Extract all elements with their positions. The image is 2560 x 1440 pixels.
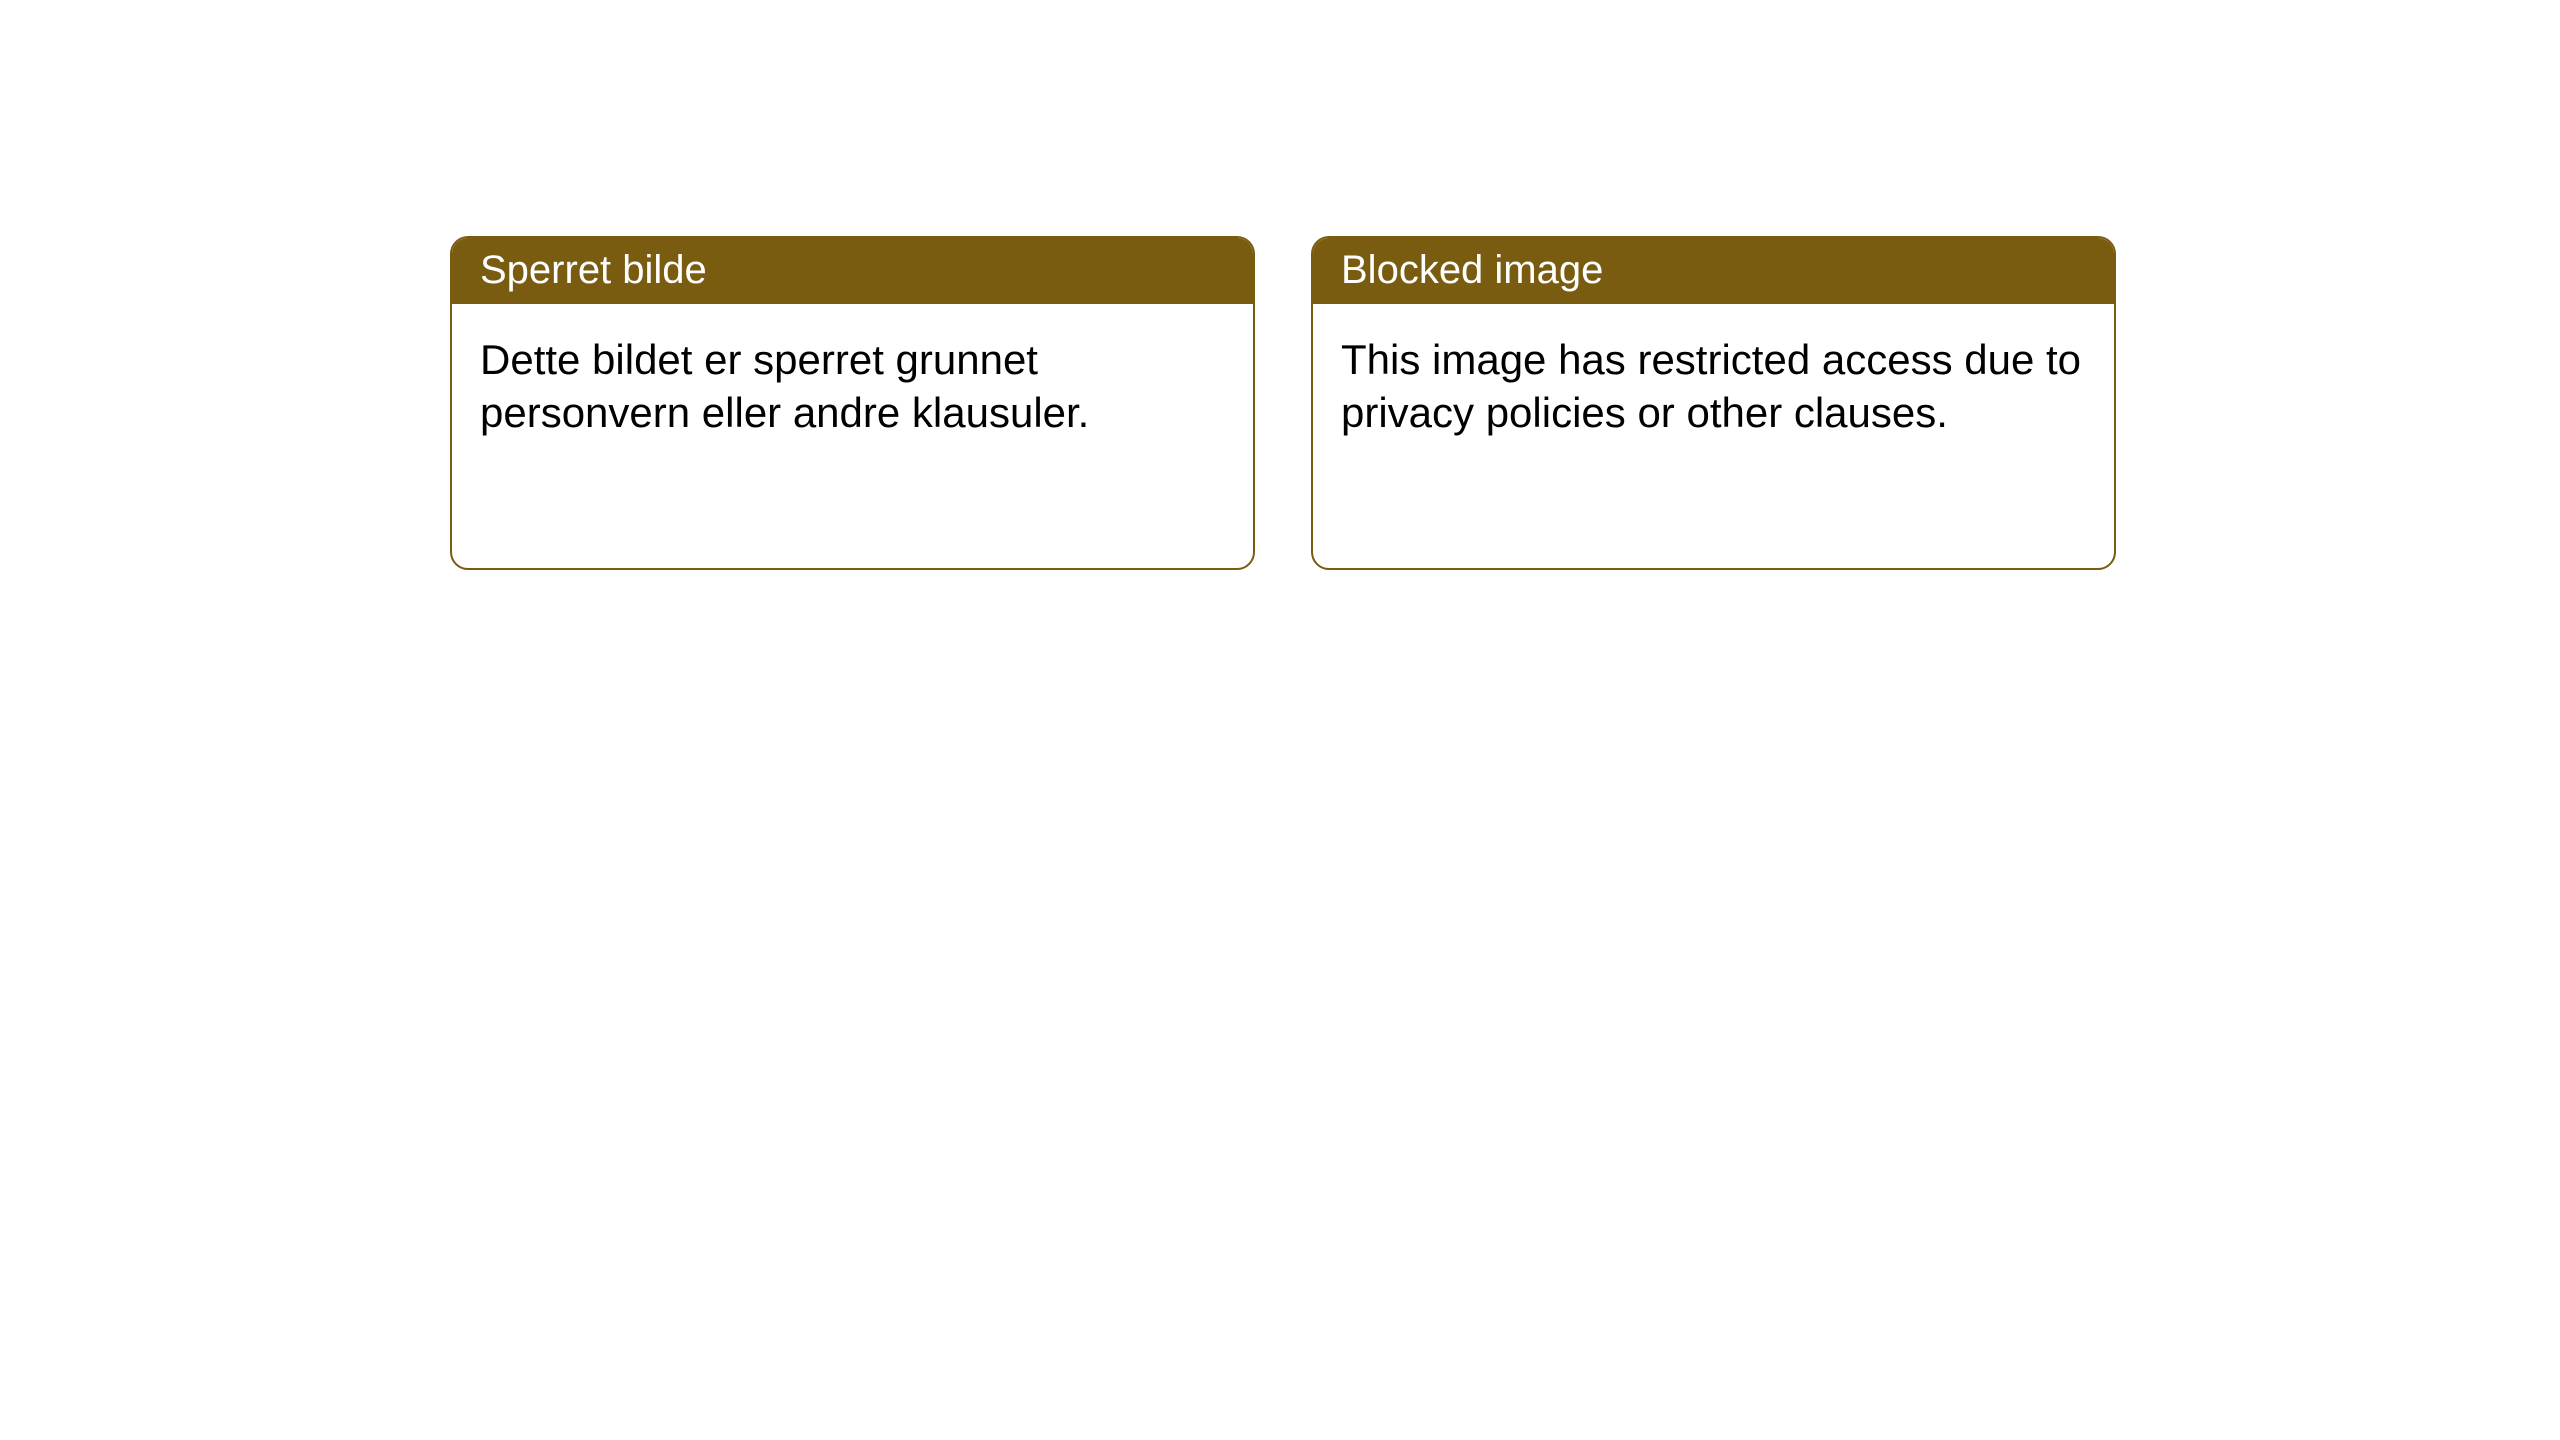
notice-header: Blocked image bbox=[1313, 238, 2114, 304]
notice-body: Dette bildet er sperret grunnet personve… bbox=[452, 304, 1253, 467]
notice-card-norwegian: Sperret bilde Dette bildet er sperret gr… bbox=[450, 236, 1255, 570]
notice-header: Sperret bilde bbox=[452, 238, 1253, 304]
notice-body: This image has restricted access due to … bbox=[1313, 304, 2114, 467]
notice-card-english: Blocked image This image has restricted … bbox=[1311, 236, 2116, 570]
notice-container: Sperret bilde Dette bildet er sperret gr… bbox=[450, 236, 2116, 570]
